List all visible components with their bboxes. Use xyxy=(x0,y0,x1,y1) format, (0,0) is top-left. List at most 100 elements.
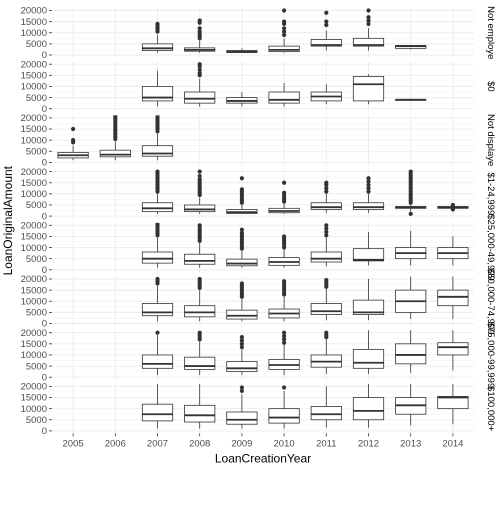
outlier-point xyxy=(197,173,202,179)
box-2014 xyxy=(437,202,469,212)
box-2013 xyxy=(395,330,427,373)
outlier-point xyxy=(366,21,371,26)
outlier-point xyxy=(155,330,160,335)
outlier-point xyxy=(408,169,413,174)
box-iqr xyxy=(184,253,216,265)
box-2009 xyxy=(226,281,258,322)
y-tick-label: 5000 xyxy=(26,39,47,50)
y-tick-label: 10000 xyxy=(21,135,47,146)
box-2008 xyxy=(184,18,216,53)
outlier-point xyxy=(450,202,455,208)
box-2010 xyxy=(268,330,300,375)
x-tick-label: 2010 xyxy=(274,438,295,449)
outlier-point xyxy=(197,177,202,182)
outlier-point xyxy=(197,169,202,174)
box-2014 xyxy=(437,330,469,371)
box-2006 xyxy=(99,115,131,161)
outlier-point xyxy=(282,190,287,195)
box-2007 xyxy=(141,115,174,161)
outlier-point xyxy=(282,19,287,24)
y-tick-label: 10000 xyxy=(21,243,47,254)
box-2009 xyxy=(226,48,258,53)
box-2012 xyxy=(352,231,385,266)
outlier-point xyxy=(197,276,202,282)
box-iqr xyxy=(141,86,174,102)
y-tick-label: 5000 xyxy=(26,200,47,211)
box-iqr xyxy=(99,149,131,158)
outlier-point xyxy=(366,18,371,23)
outlier-point xyxy=(324,186,329,191)
outlier-point xyxy=(197,29,202,34)
y-tick-label: 15000 xyxy=(21,393,47,404)
box-iqr xyxy=(141,43,174,51)
box-iqr xyxy=(141,354,174,369)
y-tick-label: 5000 xyxy=(26,308,47,319)
outlier-point xyxy=(366,15,371,20)
box-2007 xyxy=(141,276,174,322)
outlier-point xyxy=(282,385,287,390)
box-iqr xyxy=(184,91,216,104)
box-iqr xyxy=(437,342,469,356)
outlier-point xyxy=(282,29,287,34)
outlier-point xyxy=(71,138,76,143)
outlier-point xyxy=(282,340,287,345)
outlier-point xyxy=(282,333,287,339)
facet-strip-label: $75,000-99,999 xyxy=(485,322,496,389)
box-iqr xyxy=(352,202,385,210)
x-axis-title: LoanCreationYear xyxy=(215,451,311,465)
outlier-point xyxy=(366,8,371,13)
outlier-point xyxy=(197,67,202,72)
box-iqr xyxy=(226,309,258,320)
y-axis-title: LoanOriginalAmount xyxy=(1,165,15,275)
box-2010 xyxy=(268,8,300,53)
y-tick-label: 20000 xyxy=(21,6,47,17)
outlier-point xyxy=(324,22,329,28)
outlier-point xyxy=(324,226,329,231)
facet-strip-label: Not employe xyxy=(485,6,496,59)
box-iqr xyxy=(184,204,216,213)
box-2007 xyxy=(141,383,174,429)
box-2009 xyxy=(226,385,258,429)
box-iqr xyxy=(352,397,385,421)
box-iqr xyxy=(352,37,385,47)
y-tick-label: 0 xyxy=(42,372,47,383)
x-tick-label: 2009 xyxy=(231,438,252,449)
box-iqr xyxy=(310,202,342,210)
box-2010 xyxy=(268,385,300,429)
outlier-point xyxy=(324,229,329,235)
outlier-point xyxy=(197,62,202,67)
x-tick-label: 2011 xyxy=(316,438,336,449)
y-tick-label: 20000 xyxy=(21,274,47,285)
y-tick-label: 20000 xyxy=(21,167,47,178)
box-iqr xyxy=(352,299,385,316)
outlier-point xyxy=(239,345,244,350)
outlier-point xyxy=(282,8,287,13)
y-tick-label: 0 xyxy=(42,211,47,222)
box-2009 xyxy=(226,227,258,268)
outlier-point xyxy=(197,223,202,228)
box-2012 xyxy=(352,383,385,428)
outlier-point xyxy=(282,32,287,38)
outlier-point xyxy=(324,19,329,24)
box-2009 xyxy=(226,176,258,214)
y-tick-label: 15000 xyxy=(21,124,47,135)
box-2008 xyxy=(184,383,216,429)
y-tick-label: 20000 xyxy=(21,328,47,339)
outlier-point xyxy=(366,176,371,181)
box-iqr xyxy=(226,361,258,373)
outlier-point xyxy=(282,180,287,185)
y-tick-label: 10000 xyxy=(21,28,47,39)
y-tick-label: 0 xyxy=(42,265,47,276)
outlier-point xyxy=(239,388,244,393)
y-tick-label: 10000 xyxy=(21,189,47,200)
box-iqr xyxy=(226,411,258,425)
box-iqr xyxy=(184,356,216,370)
y-tick-label: 15000 xyxy=(21,178,47,189)
outlier-point xyxy=(450,206,455,212)
outlier-point xyxy=(155,276,160,282)
outlier-point xyxy=(324,278,329,283)
outlier-point xyxy=(366,186,371,191)
box-2011 xyxy=(310,386,342,428)
outlier-point xyxy=(155,222,160,227)
